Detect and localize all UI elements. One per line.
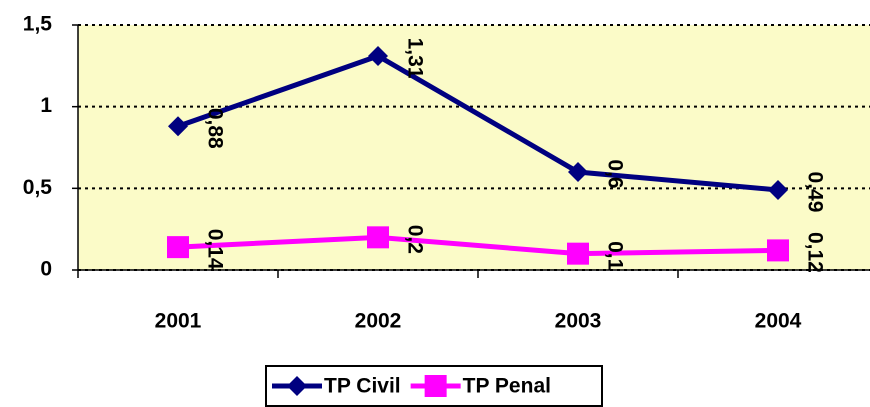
data-label: 0,2 (403, 225, 426, 254)
line (177, 234, 779, 257)
marker (567, 242, 589, 265)
legend-label: TP Penal (463, 375, 551, 398)
marker (168, 116, 188, 137)
data-label: 1,31 (403, 38, 426, 79)
y-tick-label: 0,5 (23, 176, 53, 199)
marker (368, 46, 388, 67)
legend-marker (287, 376, 307, 396)
marker (367, 226, 389, 249)
marker (767, 239, 789, 262)
legend-marker (424, 375, 447, 397)
x-tick-label: 2001 (155, 310, 202, 333)
data-label: 0,1 (603, 241, 626, 271)
marker (167, 236, 189, 259)
marker (568, 162, 588, 182)
data-label: 0,6 (603, 159, 626, 188)
data-label: 0,14 (203, 229, 226, 270)
y-tick-label: 1 (40, 94, 52, 117)
x-tick-label: 2002 (355, 310, 402, 333)
plot-area (78, 25, 870, 270)
legend: TP Civil TP Penal (265, 365, 603, 407)
y-tick-label: 0 (40, 258, 52, 281)
line (177, 53, 779, 193)
x-tick-label: 2003 (555, 310, 602, 333)
legend-label: TP Civil (324, 375, 401, 398)
data-label: 0,49 (803, 172, 826, 213)
data-label: 0,88 (203, 108, 226, 149)
marker (768, 179, 788, 200)
y-tick-label: 1,5 (23, 13, 53, 36)
data-label: 0,12 (803, 232, 826, 273)
x-tick-label: 2004 (755, 310, 802, 333)
